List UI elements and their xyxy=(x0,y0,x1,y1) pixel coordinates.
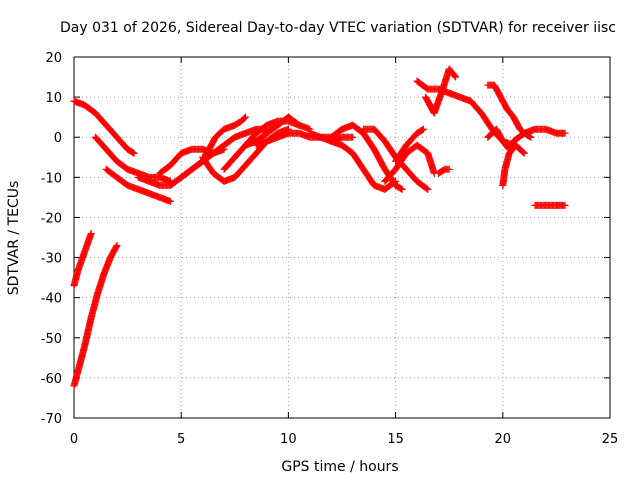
y-tick-label: -10 xyxy=(41,171,62,186)
series-track-24 xyxy=(499,141,520,189)
y-tick-label: 0 xyxy=(54,131,62,146)
x-tick-label: 25 xyxy=(602,432,619,447)
series-track-9 xyxy=(199,113,250,165)
data-point xyxy=(561,201,569,209)
data-point xyxy=(424,185,432,193)
axis-ticks: 0 5 10 15 20 25 20 10 0 -10 -20 -30 -40 -50 -60 -70 xyxy=(41,51,619,447)
data-point xyxy=(130,149,138,157)
data-point xyxy=(129,149,137,157)
series-track-3 xyxy=(70,242,121,390)
x-tick-label: 20 xyxy=(495,432,512,447)
x-axis-label: GPS time / hours xyxy=(281,459,398,475)
data-point xyxy=(113,242,121,250)
series-track-1 xyxy=(70,97,138,157)
data-point xyxy=(397,185,405,193)
series-track-17 xyxy=(381,141,438,185)
data-point xyxy=(418,126,426,134)
data-point xyxy=(391,178,399,186)
data-point xyxy=(242,113,250,121)
data-point xyxy=(527,133,535,141)
chart-title: Day 031 of 2026, Sidereal Day-to-day VTE… xyxy=(60,20,616,36)
data-point xyxy=(166,197,174,205)
data-point xyxy=(349,133,357,141)
series-track-26 xyxy=(531,201,569,209)
data-point xyxy=(561,129,569,137)
data-points xyxy=(70,65,569,390)
data-point xyxy=(423,185,431,193)
plot-frame xyxy=(73,56,611,419)
data-point xyxy=(520,149,528,157)
series-track-14 xyxy=(306,121,406,193)
series-track-18 xyxy=(392,125,427,165)
series-track-15 xyxy=(327,137,400,193)
data-point xyxy=(398,185,406,193)
data-point xyxy=(445,165,453,173)
series-track-5 xyxy=(102,165,174,205)
series-track-2 xyxy=(70,229,95,290)
series-track-21 xyxy=(434,165,453,177)
x-tick-label: 10 xyxy=(280,432,297,447)
y-axis-label: SDTVAR / TECUs xyxy=(6,181,22,296)
series-track-25 xyxy=(510,125,569,145)
data-point xyxy=(419,125,427,133)
y-tick-label: -60 xyxy=(41,372,62,387)
x-tick-label: 0 xyxy=(70,432,78,447)
y-tick-label: 10 xyxy=(45,91,62,106)
y-tick-label: 20 xyxy=(45,51,62,66)
data-point xyxy=(240,114,248,122)
y-tick-label: -30 xyxy=(41,252,62,267)
data-point xyxy=(87,229,95,237)
y-tick-label: -70 xyxy=(41,412,62,427)
y-tick-label: -20 xyxy=(41,211,62,226)
data-point xyxy=(519,148,527,156)
data-point xyxy=(392,177,400,185)
y-tick-label: -50 xyxy=(41,332,62,347)
data-point xyxy=(451,72,459,80)
x-tick-label: 5 xyxy=(177,432,185,447)
x-tick-label: 15 xyxy=(387,432,404,447)
grid xyxy=(74,57,610,418)
series-track-12 xyxy=(242,113,314,149)
series-track-13 xyxy=(252,129,357,149)
y-tick-label: -40 xyxy=(41,292,62,307)
data-point xyxy=(452,73,460,81)
series-track-4 xyxy=(91,133,174,185)
